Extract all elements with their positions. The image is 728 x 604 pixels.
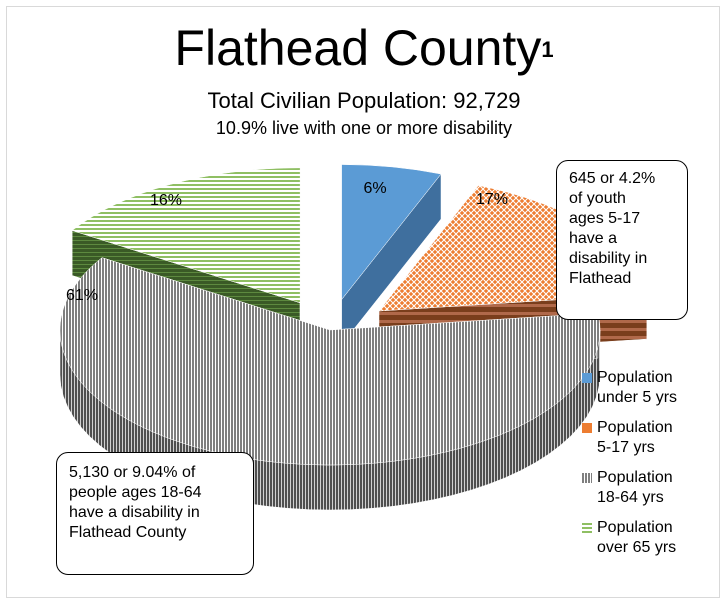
pie-slice-top-18-64 bbox=[59, 257, 601, 466]
adult-callout-line: 5,130 or 9.04% of bbox=[69, 464, 196, 481]
legend-swatch-18-64 bbox=[582, 473, 592, 483]
chart-subtitle-disability-rate: 10.9% live with one or more disability bbox=[215, 118, 513, 138]
data-label-under-5: 6% bbox=[363, 180, 386, 197]
title-footnote-marker: 1 bbox=[541, 37, 554, 62]
legend-item-under-5: Population under 5 yrs bbox=[582, 368, 722, 408]
legend-item-5-17: Population 5-17 yrs bbox=[582, 418, 722, 458]
chart-subtitle: Total Civilian Population: 92,729 bbox=[207, 88, 521, 113]
legend-swatch-over-65 bbox=[582, 523, 592, 533]
youth-callout-line: have a bbox=[569, 230, 618, 247]
adult-callout-line: have a disability in bbox=[69, 504, 200, 521]
youth-callout-line: disability in bbox=[569, 250, 648, 267]
chart-legend: Population under 5 yrs Population 5-17 yrs… bbox=[582, 368, 722, 568]
chart-title-text: Flathead County bbox=[174, 20, 542, 76]
legend-label-over-65: Population over 65 yrs bbox=[597, 519, 677, 556]
youth-callout-line: 645 or 4.2% bbox=[569, 170, 656, 187]
adult-callout-line: Flathead County bbox=[69, 524, 187, 541]
chart-title: Flathead County1 bbox=[0, 18, 728, 78]
adult-disability-callout: 5,130 or 9.04% of people ages 18-64 have… bbox=[56, 452, 254, 575]
youth-callout-line: ages 5-17 bbox=[569, 210, 641, 227]
pie-slice-top-under-5 bbox=[341, 164, 442, 301]
youth-callout-line: Flathead bbox=[569, 270, 632, 287]
legend-swatch-under-5 bbox=[582, 373, 592, 383]
legend-item-over-65: Population over 65 yrs bbox=[582, 518, 722, 558]
legend-label-5-17: Population 5-17 yrs bbox=[597, 419, 673, 456]
legend-label-18-64: Population 18-64 yrs bbox=[597, 469, 673, 506]
legend-swatch-5-17 bbox=[582, 423, 592, 433]
adult-callout-line: people ages 18-64 bbox=[69, 484, 202, 501]
data-label-18-64: 61% bbox=[66, 287, 98, 304]
youth-disability-callout: 645 or 4.2% of youth ages 5-17 have a di… bbox=[556, 160, 688, 320]
legend-label-under-5: Population under 5 yrs bbox=[597, 369, 678, 406]
pie-slice-top-over-65 bbox=[71, 167, 301, 304]
youth-callout-line: of youth bbox=[569, 190, 626, 207]
data-label-5-17: 17% bbox=[476, 191, 508, 208]
legend-item-18-64: Population 18-64 yrs bbox=[582, 468, 722, 508]
data-label-over-65: 16% bbox=[150, 192, 182, 209]
